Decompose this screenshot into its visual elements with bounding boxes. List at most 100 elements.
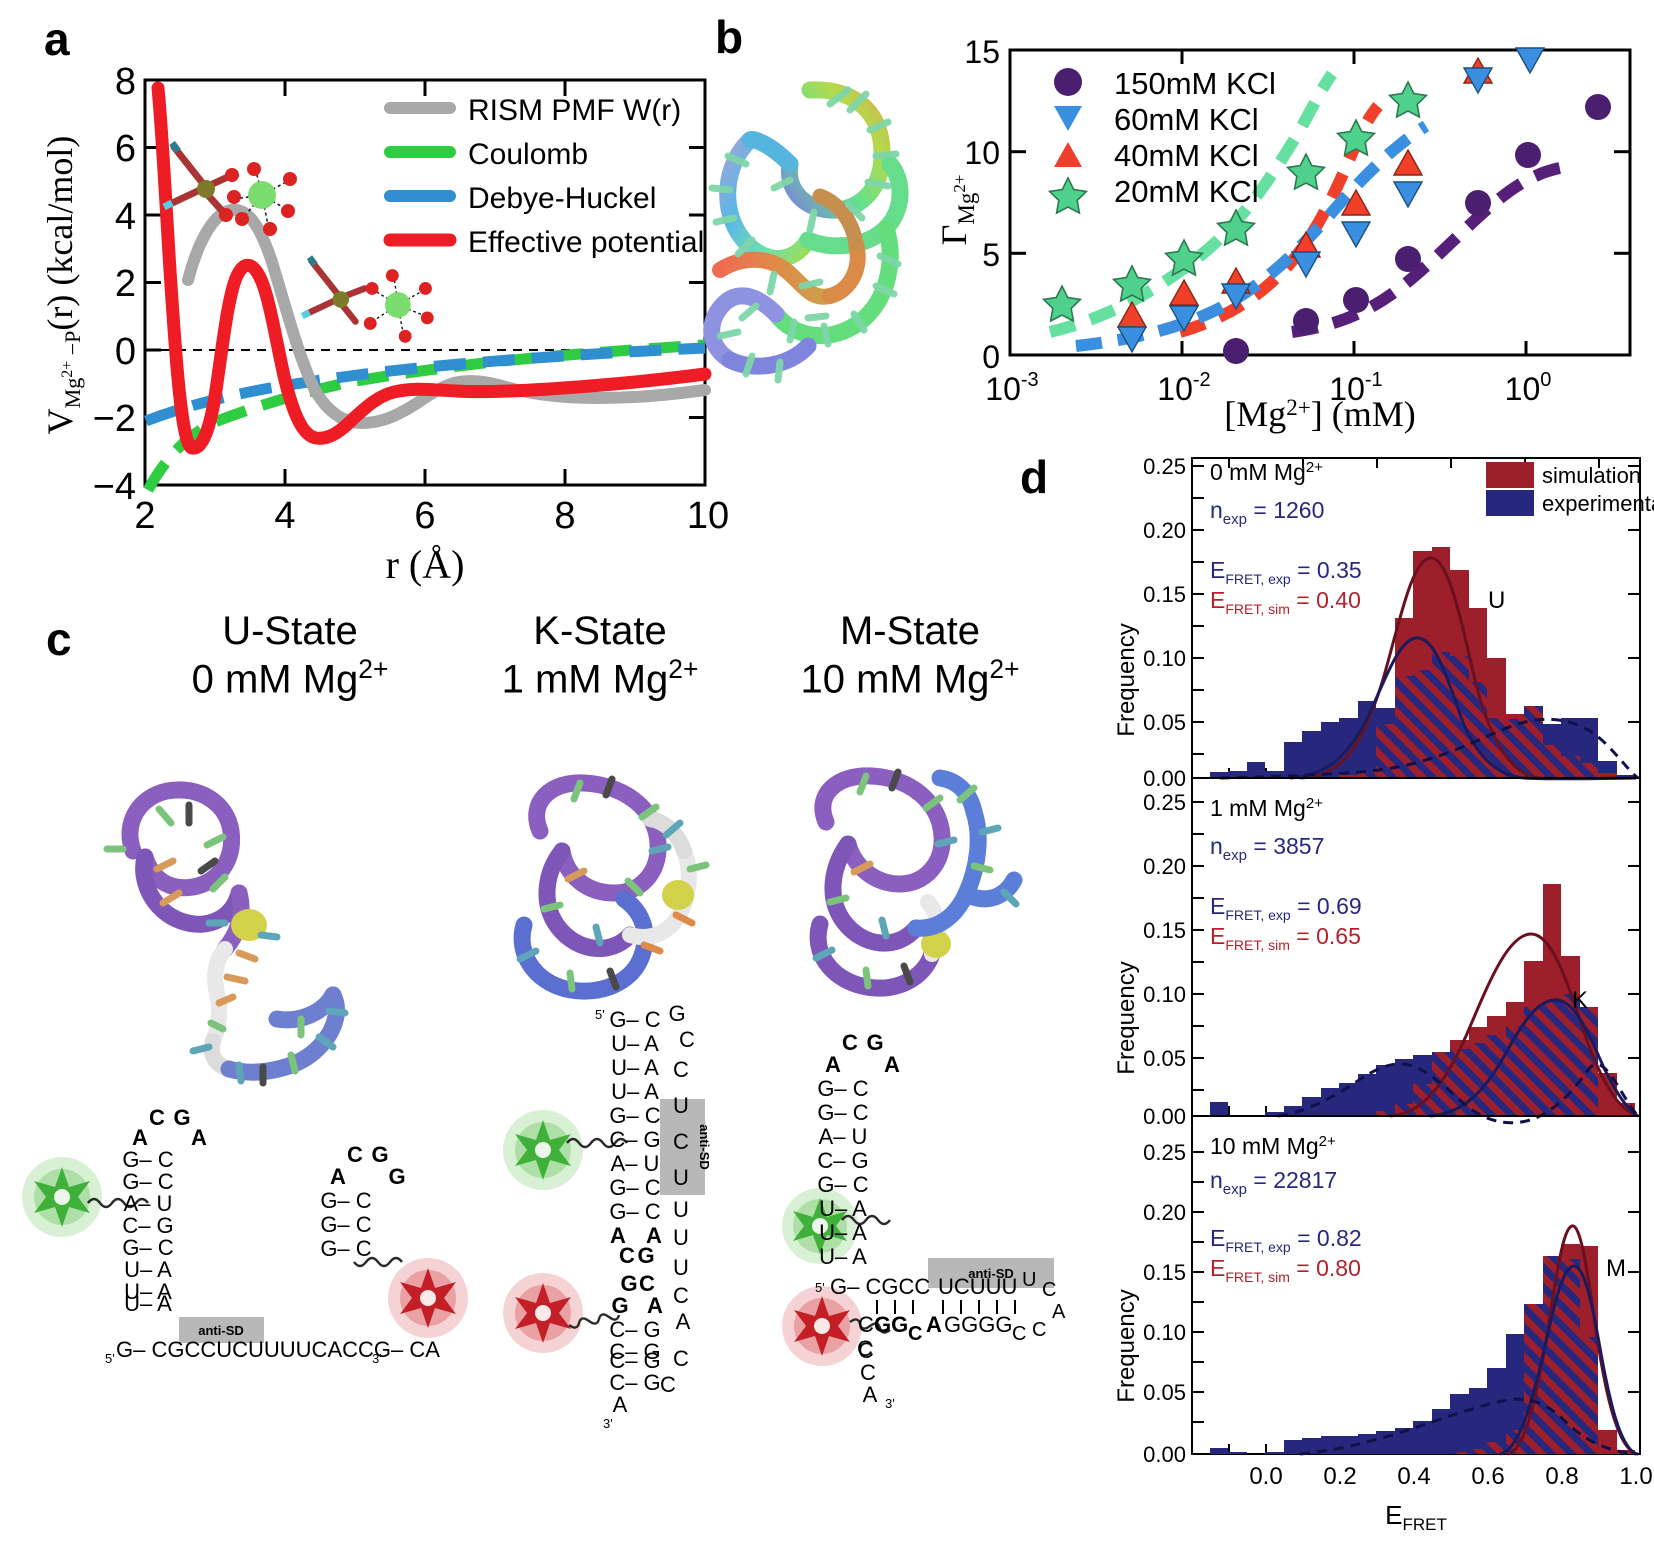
panel-a-xtick: 2 xyxy=(134,495,155,537)
u-state-3d-structure xyxy=(103,781,349,1087)
d2-fit-dashed xyxy=(1277,1062,1640,1125)
panel-b-fit-60mM xyxy=(1075,120,1430,352)
u-loop-base: A xyxy=(191,1125,207,1150)
panel-a-xtick: 4 xyxy=(274,495,295,537)
d1-ytick: 0.10 xyxy=(1143,646,1186,671)
m-bottom-sequence: C xyxy=(1032,1319,1046,1341)
m-state-secondary-structure: C G A A G– C G– C A– U C– G G– C U– A U–… xyxy=(782,1030,1066,1366)
m-loop-base: G xyxy=(866,1030,883,1055)
m-stem: C– G xyxy=(817,1148,868,1173)
d3-ylabel: Frequency xyxy=(1113,1289,1140,1402)
d1-ytick: 0.05 xyxy=(1143,710,1186,735)
panel-a-ytick: 6 xyxy=(115,128,136,170)
u-hp2-loop-base: C xyxy=(347,1142,363,1167)
u-stem-base: C– G xyxy=(122,1213,173,1238)
panel-b-rna-structure xyxy=(703,81,909,384)
k-bulge-base: A xyxy=(646,1223,662,1248)
panel-d-legend: simulation experimental xyxy=(1486,462,1654,516)
red-dye-icon xyxy=(388,1258,468,1338)
k-bulge-base: G xyxy=(611,1293,628,1318)
panel-a-ytick: 4 xyxy=(115,196,136,238)
d1-efret-exp: EFRET, exp = 0.35 xyxy=(1210,557,1362,587)
panel-a-ytick: 2 xyxy=(115,263,136,305)
panel-b-chart: 15 10 5 0 10-3 10-2 10-1 100 xyxy=(934,34,1632,434)
k-outer-base: C xyxy=(673,1057,689,1082)
panel-b-ytick: 10 xyxy=(964,135,1000,171)
k-stem: U– A xyxy=(611,1031,659,1056)
m-tail-base: C xyxy=(857,1336,873,1361)
five-prime-label: 5' xyxy=(105,1351,115,1366)
k-stem: U– A xyxy=(611,1055,659,1080)
u-state-title: U-State xyxy=(222,609,358,653)
u-hp2-stem: G– C xyxy=(320,1212,371,1237)
d3-fit-exp xyxy=(1499,1264,1637,1456)
d3-fit-sim xyxy=(1507,1224,1637,1456)
k-outer-base: C xyxy=(673,1283,689,1308)
d1-ytick: 0.20 xyxy=(1143,518,1186,543)
m-top-sequence: U xyxy=(1022,1269,1036,1291)
panel-a-ytick: −4 xyxy=(93,466,136,508)
k-outer-base: U xyxy=(673,1197,689,1222)
panel-b-ytick: 15 xyxy=(964,34,1000,70)
d2-ytick: 0.20 xyxy=(1143,854,1186,879)
k-stem: C– G xyxy=(609,1127,660,1152)
d1-ytick: 0.15 xyxy=(1143,582,1186,607)
d2-fit-exp xyxy=(1429,998,1639,1118)
d2-ytick: 0.10 xyxy=(1143,982,1186,1007)
d3-efret-exp: EFRET, exp = 0.82 xyxy=(1210,1225,1362,1255)
c-state-title-m: M-State 10 mM Mg2+ xyxy=(760,608,1060,702)
m-loop-base: A xyxy=(825,1052,841,1077)
k-state-secondary-structure: 5' anti-SD G– C U– A U– A U– A G– C C– G… xyxy=(503,1001,712,1364)
m-loop-base: C xyxy=(842,1030,858,1055)
d3-xtick: 1.0 xyxy=(1619,1463,1652,1490)
panel-d-xlabel: EFRET xyxy=(1385,1500,1447,1534)
panel-a-legend-label: Effective potential xyxy=(468,226,704,259)
green-dye-icon xyxy=(503,1110,583,1190)
three-prime-label: 3' xyxy=(885,1396,895,1411)
k-outer-base: U xyxy=(673,1225,689,1250)
green-dye-icon xyxy=(782,1188,858,1264)
k-state-3d-structure xyxy=(513,774,710,1000)
panel-b-xticks: 10-3 10-2 10-1 100 xyxy=(985,369,1551,407)
d3-xtick: 0.0 xyxy=(1249,1463,1282,1490)
k-outer-base: C xyxy=(679,1027,695,1052)
panel-a-ylabel: VMg2+ −P(r) (kcal/mol) xyxy=(40,136,85,435)
panel-a-legend: RISM PMF W(r) Coulomb Debye-Huckel Effec… xyxy=(383,94,704,259)
svg-text:100: 100 xyxy=(1505,369,1552,407)
panel-b-legend-label: 150mM KCl xyxy=(1114,66,1276,101)
u-loop-base: C xyxy=(149,1105,165,1130)
k-state-secondary-structure-lower: C– G C– G A C C 3' xyxy=(603,1346,689,1431)
m-top-sequence: A xyxy=(1052,1301,1066,1323)
panel-b-legend-label: 60mM KCl xyxy=(1114,102,1259,137)
k-stem: C– G xyxy=(609,1317,660,1342)
panel-b-legend: 150mM KCl 60mM KCl 40mM KCl 20mM KCl xyxy=(1047,66,1276,215)
d2-fit-sim xyxy=(1389,932,1639,1118)
u-stem-base: A– U xyxy=(124,1191,173,1216)
mg-phosphate-inset-1 xyxy=(162,140,297,236)
k-outer-base: C xyxy=(673,1346,689,1371)
m-tail-base: C xyxy=(860,1360,876,1385)
u-hp2-stem: G– C xyxy=(320,1236,371,1261)
k-stem: C– G xyxy=(609,1348,660,1373)
d3-state-marker: M xyxy=(1606,1255,1626,1282)
u-stem-base: G– C xyxy=(122,1169,173,1194)
m-stem: U– A xyxy=(819,1196,867,1221)
d2-ylabel: Frequency xyxy=(1113,961,1140,1074)
d2-ytick: 0.15 xyxy=(1143,918,1186,943)
panel-a-xtick: 6 xyxy=(414,495,435,537)
d3-condition: 10 mM Mg2+ xyxy=(1210,1133,1336,1159)
m-bottom-sequence: C xyxy=(1012,1323,1026,1345)
panel-a-xlabel: r (Å) xyxy=(386,542,465,587)
d3-ytick: 0.05 xyxy=(1143,1380,1186,1405)
u-loop-base: A xyxy=(132,1125,148,1150)
panel-d-letter: d xyxy=(1020,451,1049,503)
panel-b-ytick: 0 xyxy=(982,339,1000,375)
m-state-3d-structure xyxy=(809,767,1023,997)
panel-a-ytick: 0 xyxy=(115,331,136,373)
u-state-red-dye xyxy=(353,1256,468,1338)
panel-a-legend-label: Debye-Huckel xyxy=(468,182,656,215)
u-bottom-sequence: G– CGCCUCUUUUCACCG– CA xyxy=(116,1337,440,1362)
m-loop-base: A xyxy=(884,1052,900,1077)
u-state-secondary-structure-lower: U– A anti-SD 5' G– CGCCUCUUUUCACCG– CA 3… xyxy=(105,1291,440,1366)
m-top-sequence: C xyxy=(1042,1279,1056,1301)
